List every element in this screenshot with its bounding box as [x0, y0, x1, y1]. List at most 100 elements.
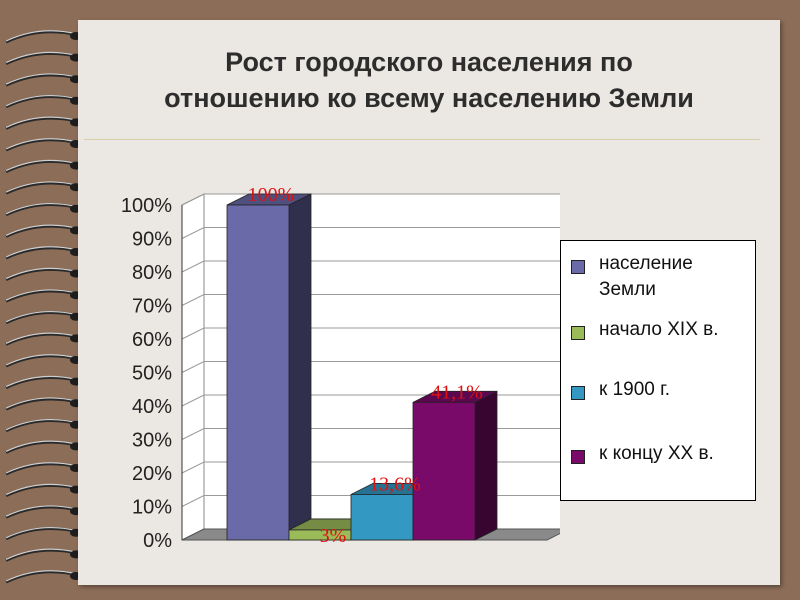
binding-ring-wire	[5, 483, 79, 497]
binding-ring-highlight	[5, 418, 78, 431]
binding-ring-highlight	[5, 440, 78, 452]
binding-ring-wire	[5, 462, 79, 476]
y-tick-label: 50%	[132, 363, 172, 385]
binding-ring	[5, 462, 82, 476]
bar	[412, 390, 498, 541]
binding-ring-wire	[5, 311, 79, 325]
legend-swatch	[571, 260, 585, 274]
binding-ring	[5, 159, 82, 173]
binding-ring-wire	[5, 224, 79, 238]
binding-ring-highlight	[5, 310, 78, 323]
binding-ring	[5, 202, 82, 217]
binding-ring-wire	[5, 440, 79, 454]
binding-ring	[5, 354, 82, 368]
binding-ring-wire	[5, 570, 79, 584]
bar-front	[412, 401, 476, 541]
binding-ring-wire	[5, 419, 79, 433]
binding-ring	[5, 310, 82, 325]
binding-ring-wire	[5, 527, 79, 541]
binding-ring-wire	[5, 548, 79, 562]
binding-ring-highlight	[5, 116, 78, 128]
binding-ring-wire	[5, 267, 79, 281]
binding-ring	[5, 51, 82, 65]
legend-item: начало XIX в.	[571, 317, 749, 343]
binding-ring	[5, 440, 82, 454]
binding-ring	[5, 505, 82, 519]
y-tick-label: 10%	[132, 497, 172, 519]
binding-ring-highlight	[5, 570, 78, 582]
bar-side	[288, 193, 312, 541]
binding-ring-highlight	[5, 354, 78, 366]
binding-ring-wire	[5, 116, 79, 130]
data-label: 100%	[248, 184, 295, 206]
legend-item: к 1900 г.	[571, 377, 749, 403]
gridline	[181, 193, 560, 206]
gridline	[181, 227, 560, 239]
bar-chart: 0% 10% 20% 30% 40% 50% 60% 70% 80% 90% 100% 100% 3% 1…	[121, 184, 560, 552]
binding-ring-wire	[5, 375, 79, 389]
legend-label: начало XIX в.	[599, 319, 719, 340]
binding-ring-wire	[5, 354, 79, 368]
binding-ring-highlight	[5, 397, 78, 409]
binding-ring-wire	[5, 332, 79, 346]
title-line-2: отношению ко всему населению Земли	[164, 83, 694, 113]
legend-item: население Земли	[571, 251, 749, 303]
binding-ring-highlight	[5, 267, 78, 280]
y-tick-label: 40%	[132, 396, 172, 418]
binding-ring-wire	[5, 505, 79, 519]
bar	[226, 193, 312, 541]
binding-ring	[5, 418, 82, 433]
title-line-1: Рост городского населения по	[225, 47, 633, 77]
binding-ring-highlight	[5, 181, 78, 193]
binding-ring	[5, 548, 82, 562]
binding-ring	[5, 332, 82, 346]
binding-ring-wire	[5, 181, 79, 195]
gridline	[181, 260, 560, 273]
page-title: Рост городского населения по отношению к…	[78, 44, 780, 116]
y-tick-label: 30%	[132, 430, 172, 452]
data-label: 3%	[320, 525, 347, 547]
binding-ring-highlight	[5, 224, 78, 236]
binding-ring-highlight	[5, 94, 78, 107]
binding-ring	[5, 570, 82, 584]
binding-ring	[5, 224, 82, 238]
binding-ring	[5, 73, 82, 87]
gridline	[181, 327, 560, 340]
data-label: 41,1%	[431, 381, 483, 403]
binding-ring-wire	[5, 138, 79, 152]
binding-ring-highlight	[5, 51, 78, 64]
bar-front	[350, 494, 414, 541]
binding-ring	[5, 30, 82, 44]
legend-swatch	[571, 450, 585, 464]
gridline	[181, 294, 560, 306]
binding-ring	[5, 375, 82, 389]
binding-ring-wire	[5, 203, 79, 217]
binding-ring	[5, 483, 82, 497]
legend-swatch	[571, 386, 585, 400]
binding-ring-wire	[5, 95, 79, 109]
chart-legend: население Земли начало XIX в. к 1900 г. к к…	[560, 240, 756, 501]
y-tick-label: 60%	[132, 329, 172, 351]
binding-ring	[5, 267, 82, 281]
binding-ring-wire	[5, 397, 79, 411]
gridline	[181, 361, 560, 373]
binding-ring-wire	[5, 30, 79, 44]
binding-ring-highlight	[5, 332, 78, 344]
binding-ring	[5, 526, 82, 541]
y-tick-label: 0%	[143, 530, 172, 552]
binding-ring-highlight	[5, 138, 78, 150]
binding-ring-highlight	[5, 505, 78, 517]
binding-ring-highlight	[5, 548, 78, 560]
binding-ring-highlight	[5, 289, 78, 301]
binding-ring	[5, 116, 82, 130]
binding-ring	[5, 397, 82, 411]
legend-label: к концу XX в.	[599, 443, 714, 464]
binding-ring-highlight	[5, 246, 78, 258]
y-tick-label: 20%	[132, 463, 172, 485]
y-tick-label: 100%	[121, 195, 172, 217]
binding-ring	[5, 181, 82, 195]
binding-ring	[5, 246, 82, 260]
spiral-binding	[5, 30, 82, 584]
legend-label: население Земли	[599, 253, 693, 300]
binding-ring-highlight	[5, 462, 78, 474]
